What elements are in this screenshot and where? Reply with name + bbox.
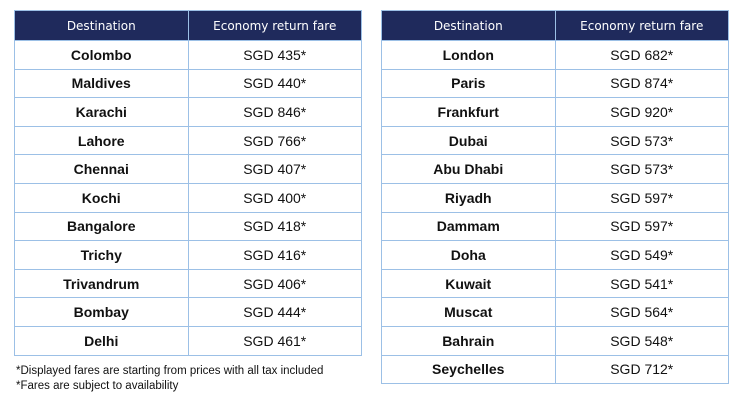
fare-cell: SGD 920* (554, 97, 729, 127)
fares-table-left: Destination Economy return fare Colombo S… (14, 10, 362, 356)
fare-cell: SGD 846* (187, 97, 362, 127)
table-row: Dubai SGD 573* (381, 125, 729, 156)
destination-cell: Dammam (381, 211, 556, 242)
fare-cell: SGD 682* (554, 40, 729, 70)
fare-cell: SGD 564* (554, 297, 729, 327)
footnote-availability: *Fares are subject to availability (16, 380, 179, 392)
table-row: Kochi SGD 400* (14, 182, 362, 213)
fare-cell: SGD 573* (554, 125, 729, 156)
table-row: Chennai SGD 407* (14, 154, 362, 184)
column-header-fare: Economy return fare (187, 10, 362, 41)
table-row: Bangalore SGD 418* (14, 211, 362, 242)
table-row: Frankfurt SGD 920* (381, 97, 729, 127)
fares-table-right: Destination Economy return fare London SG… (381, 10, 729, 385)
table-row: Doha SGD 549* (381, 240, 729, 270)
table-row: Lahore SGD 766* (14, 125, 362, 156)
fare-cell: SGD 766* (187, 125, 362, 156)
table-row: Kuwait SGD 541* (381, 268, 729, 299)
fare-cell: SGD 549* (554, 240, 729, 270)
destination-cell: Doha (381, 240, 556, 270)
column-header-destination: Destination (381, 10, 556, 41)
destination-cell: Frankfurt (381, 97, 556, 127)
destination-cell: Dubai (381, 125, 556, 156)
destination-cell: Colombo (14, 40, 189, 70)
destination-cell: Bangalore (14, 211, 189, 242)
table-row: Colombo SGD 435* (14, 40, 362, 70)
fare-cell: SGD 400* (187, 182, 362, 213)
fare-cell: SGD 573* (554, 154, 729, 184)
fare-cell: SGD 418* (187, 211, 362, 242)
table-row: Seychelles SGD 712* (381, 354, 729, 385)
column-header-destination: Destination (14, 10, 189, 41)
destination-cell: Muscat (381, 297, 556, 327)
destination-cell: Maldives (14, 68, 189, 99)
table-row: Bombay SGD 444* (14, 297, 362, 327)
table-row: Trivandrum SGD 406* (14, 268, 362, 299)
table-row: Trichy SGD 416* (14, 240, 362, 270)
destination-cell: Abu Dhabi (381, 154, 556, 184)
destination-cell: Bombay (14, 297, 189, 327)
destination-cell: Delhi (14, 325, 189, 356)
table-row: Delhi SGD 461* (14, 325, 362, 356)
fare-cell: SGD 444* (187, 297, 362, 327)
destination-cell: Trivandrum (14, 268, 189, 299)
destination-cell: Riyadh (381, 182, 556, 213)
destination-cell: Bahrain (381, 325, 556, 356)
fare-cell: SGD 407* (187, 154, 362, 184)
fare-cell: SGD 406* (187, 268, 362, 299)
fare-cell: SGD 461* (187, 325, 362, 356)
destination-cell: Karachi (14, 97, 189, 127)
footnotes: *Displayed fares are starting from price… (16, 364, 323, 394)
fare-cell: SGD 440* (187, 68, 362, 99)
destination-cell: Kochi (14, 182, 189, 213)
destination-cell: Paris (381, 68, 556, 99)
table-row: Abu Dhabi SGD 573* (381, 154, 729, 184)
fare-cell: SGD 597* (554, 182, 729, 213)
destination-cell: Chennai (14, 154, 189, 184)
destination-cell: Kuwait (381, 268, 556, 299)
fare-cell: SGD 541* (554, 268, 729, 299)
fare-cell: SGD 548* (554, 325, 729, 356)
table-row: London SGD 682* (381, 40, 729, 70)
destination-cell: London (381, 40, 556, 70)
table-row: Bahrain SGD 548* (381, 325, 729, 356)
destination-cell: Seychelles (381, 354, 556, 385)
column-header-fare: Economy return fare (554, 10, 729, 41)
table-row: Maldives SGD 440* (14, 68, 362, 99)
table-row: Riyadh SGD 597* (381, 182, 729, 213)
table-row: Muscat SGD 564* (381, 297, 729, 327)
destination-cell: Trichy (14, 240, 189, 270)
fare-cell: SGD 874* (554, 68, 729, 99)
destination-cell: Lahore (14, 125, 189, 156)
footnote-tax: *Displayed fares are starting from price… (16, 365, 324, 377)
fare-cell: SGD 712* (554, 354, 729, 385)
fare-cell: SGD 416* (187, 240, 362, 270)
table-row: Karachi SGD 846* (14, 97, 362, 127)
fare-cell: SGD 597* (554, 211, 729, 242)
table-row: Dammam SGD 597* (381, 211, 729, 242)
fare-cell: SGD 435* (187, 40, 362, 70)
table-row: Paris SGD 874* (381, 68, 729, 99)
